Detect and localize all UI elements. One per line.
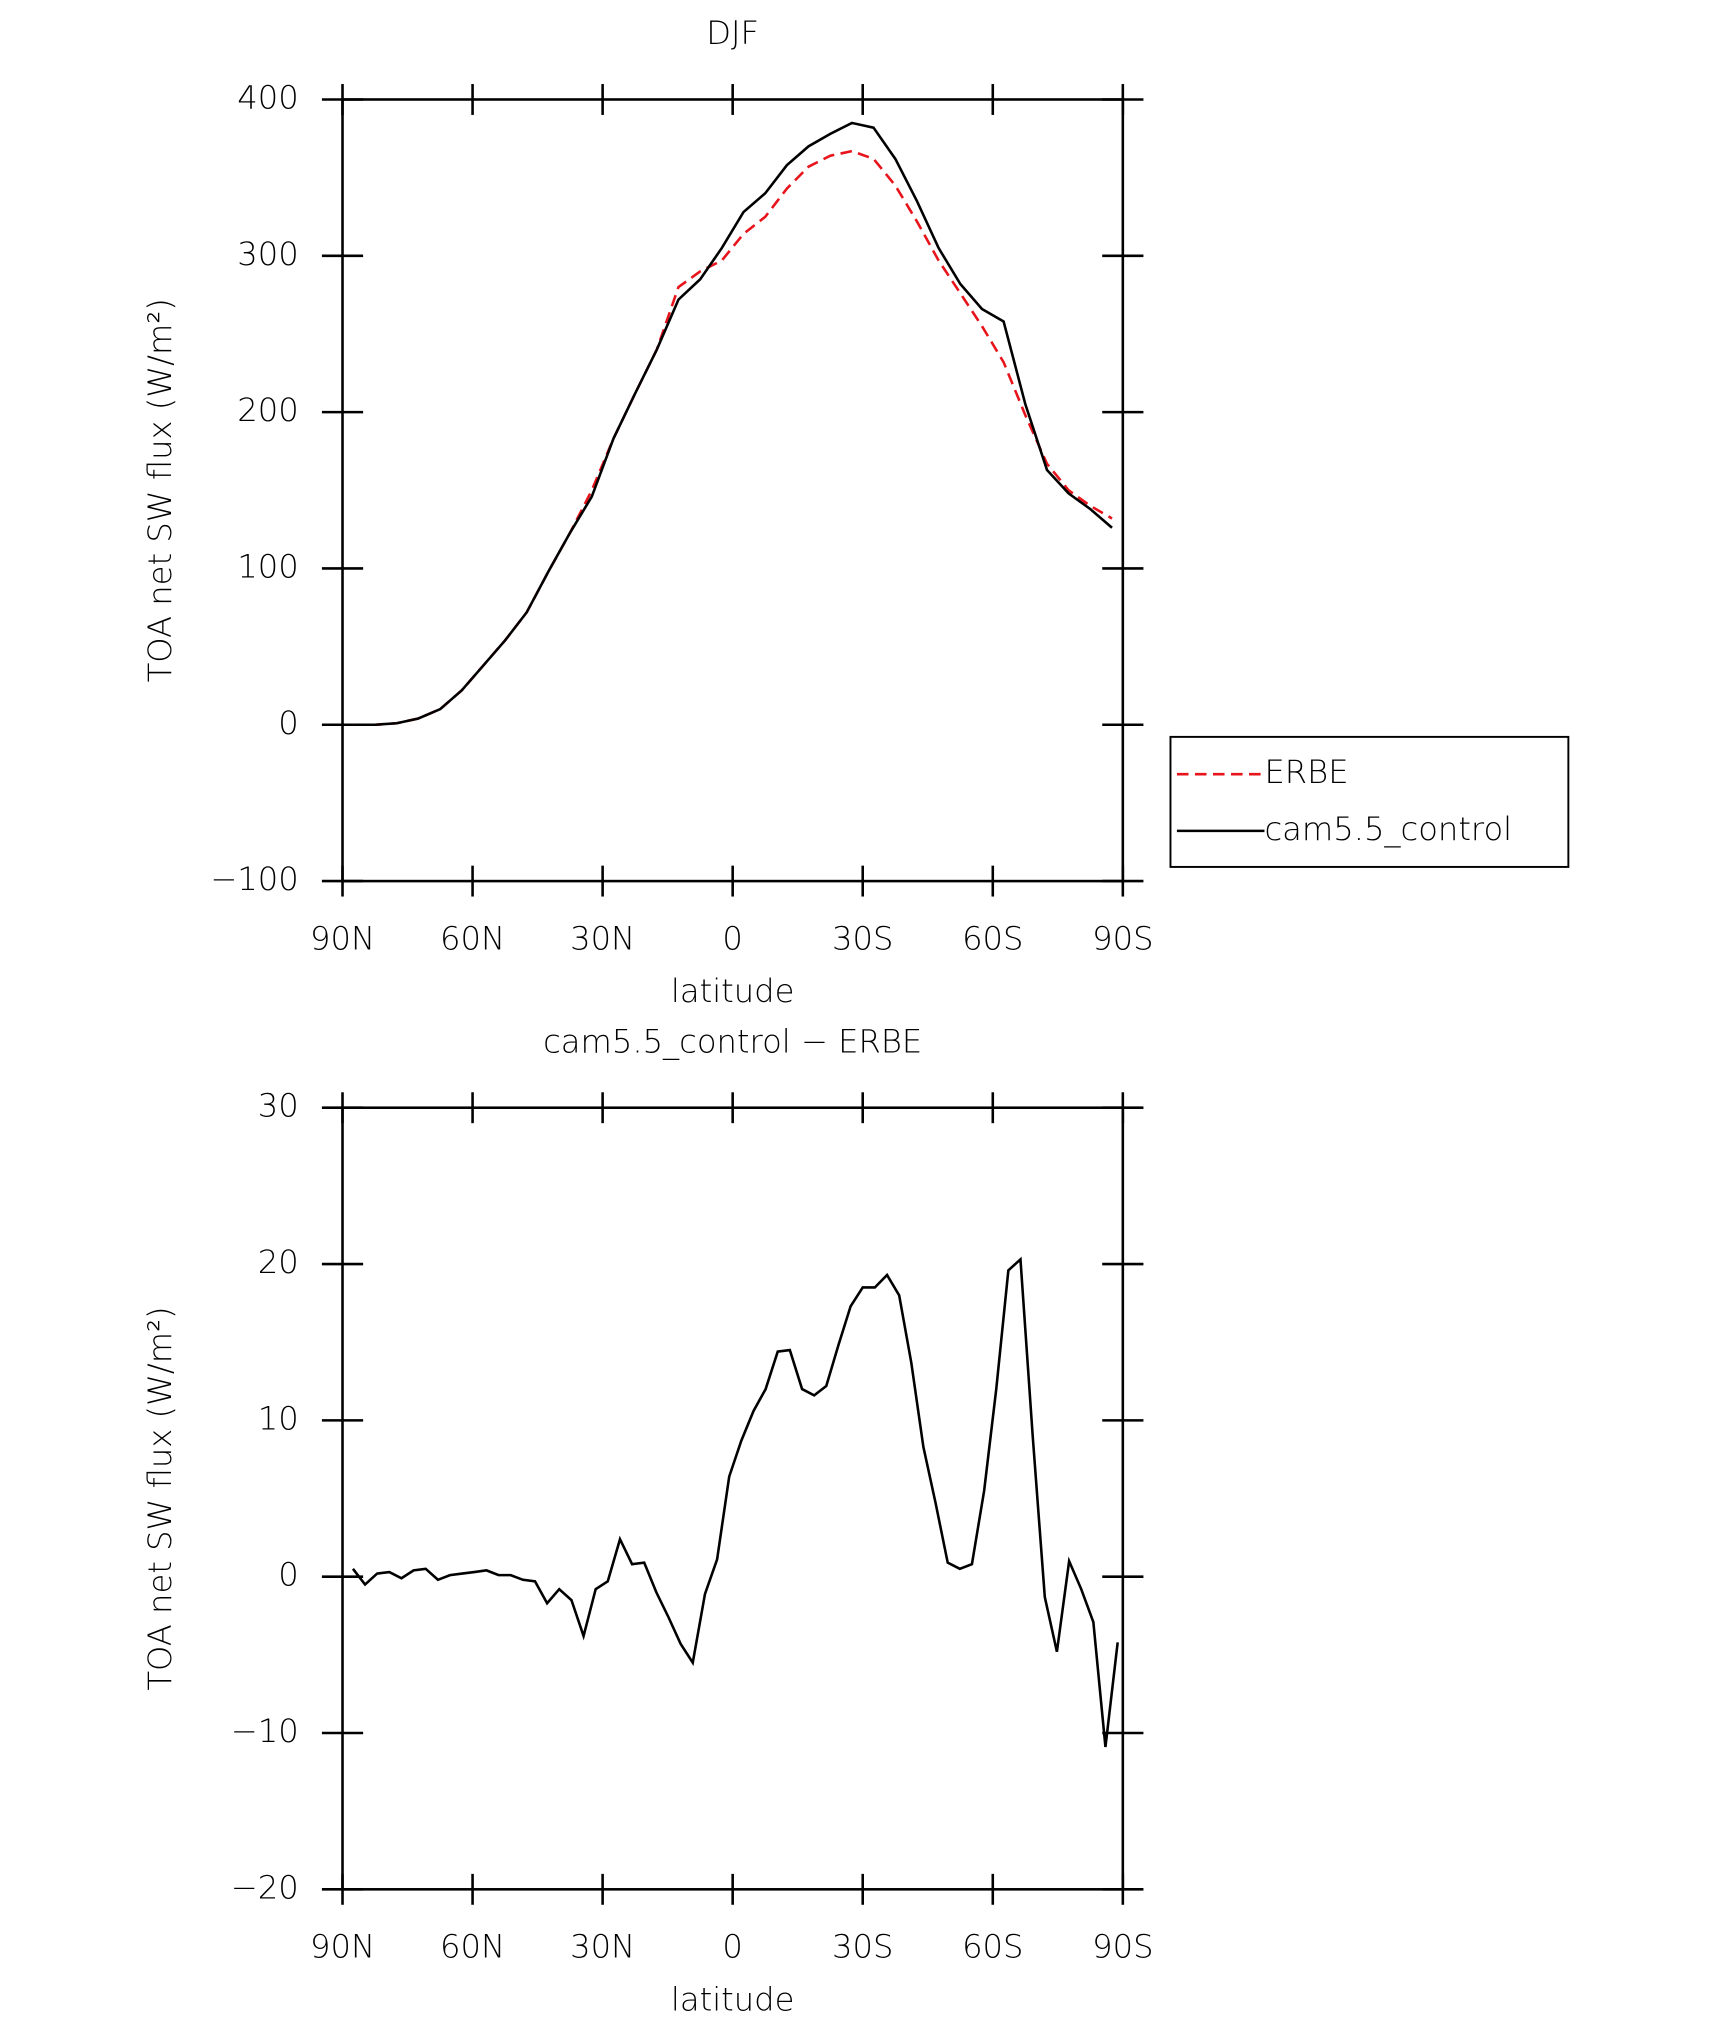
x-tick-label: 90S — [1092, 919, 1153, 957]
x-tick-label: 90N — [310, 919, 375, 957]
x-axis-label: latitude — [671, 972, 795, 1010]
y-tick-label: 200 — [237, 391, 298, 429]
y-axis-label: TOA net SW flux (W/m²) — [141, 298, 179, 682]
x-axis-label: latitude — [671, 1980, 795, 2018]
y-axis-label: TOA net SW flux (W/m²) — [141, 1306, 179, 1690]
legend-label: cam5.5_control — [1264, 810, 1512, 848]
y-tick-label: 0 — [278, 704, 298, 742]
x-tick-label: 90N — [310, 1928, 375, 1966]
chart-title: DJF — [706, 14, 759, 52]
y-tick-label: 20 — [258, 1243, 299, 1281]
y-tick-label: −100 — [210, 860, 298, 898]
x-tick-label: 60S — [962, 919, 1023, 957]
legend-label: ERBE — [1264, 753, 1348, 791]
x-tick-label: 60N — [440, 1928, 505, 1966]
plot-frame — [341, 1106, 1125, 1891]
y-tick-label: 30 — [258, 1087, 299, 1125]
line-series — [353, 121, 1113, 727]
x-tick-label: 30S — [832, 1928, 893, 1966]
y-tick-label: 400 — [237, 78, 298, 116]
y-tick-label: 100 — [237, 547, 298, 585]
x-tick-label: 30N — [570, 1928, 635, 1966]
chart-title: cam5.5_control − ERBE — [543, 1022, 922, 1060]
x-tick-label: 30N — [570, 919, 635, 957]
x-tick-label: 60N — [440, 919, 505, 957]
y-tick-label: 10 — [258, 1399, 299, 1437]
y-tick-label: 300 — [237, 235, 298, 273]
x-tick-label: 90S — [1092, 1928, 1153, 1966]
y-tick-label: −10 — [231, 1712, 299, 1750]
y-tick-label: 0 — [278, 1556, 298, 1594]
chart: cam5.5_control − ERBE latitude TOA net SW … — [141, 1022, 1153, 2018]
x-tick-label: 0 — [722, 919, 742, 957]
plot-frame — [341, 98, 1125, 883]
x-tick-label: 60S — [962, 1928, 1023, 1966]
legend-box — [1169, 735, 1570, 868]
line-series — [351, 1256, 1119, 1748]
x-tick-label: 30S — [832, 919, 893, 957]
chart: DJF latitude TOA net SW flux (W/m²) 90N 60N 3… — [141, 14, 1570, 1010]
y-tick-label: −20 — [231, 1868, 299, 1906]
x-tick-label: 0 — [722, 1928, 742, 1966]
line-series — [353, 149, 1113, 727]
